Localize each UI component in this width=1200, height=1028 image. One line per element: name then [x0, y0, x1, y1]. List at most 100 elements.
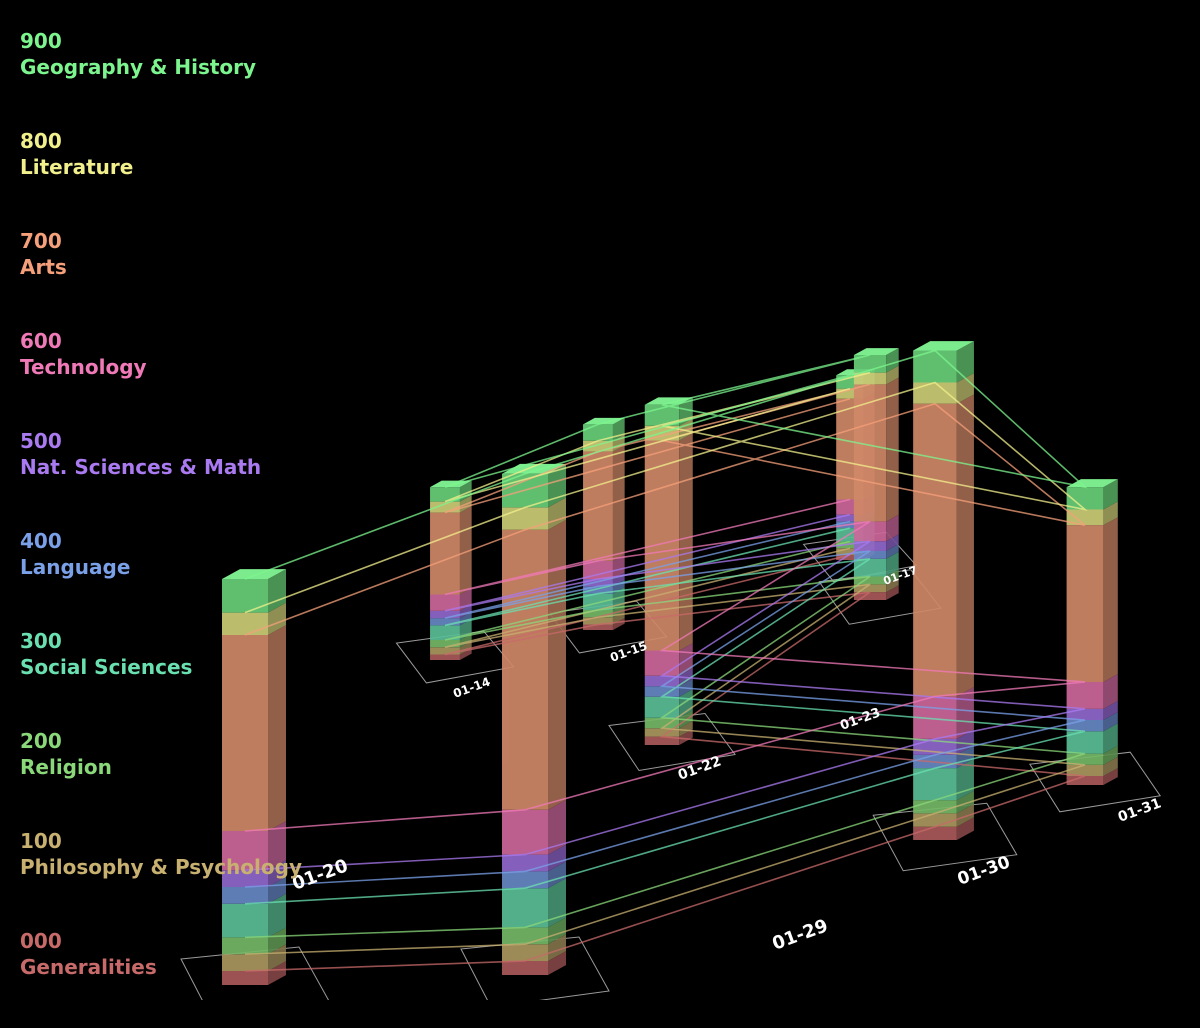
legend-code: 600 — [20, 329, 62, 353]
bar-segment — [502, 854, 548, 872]
bar-segment-side — [268, 944, 286, 971]
bar-segment-side — [548, 799, 566, 855]
tick-label: 01-15 — [608, 639, 649, 665]
legend-name: Religion — [20, 755, 112, 779]
bar-segment — [1066, 681, 1104, 709]
bar-segment — [430, 610, 460, 619]
column-01-29 — [502, 463, 566, 975]
legend-name: Generalities — [20, 955, 157, 979]
column-01-31 — [1066, 479, 1118, 785]
bar-segment-side — [886, 577, 899, 593]
series-line — [244, 513, 1086, 871]
bar-segment — [1066, 525, 1104, 682]
bar-segment-side — [268, 821, 286, 871]
bar-segment — [502, 944, 548, 961]
bar-segment-side — [886, 544, 899, 559]
legend-item-200: 200 Religion — [20, 728, 300, 828]
bar-segment — [502, 888, 548, 928]
bar-segment-side — [886, 514, 899, 542]
bar-segment-side — [1103, 479, 1118, 510]
tick-label: 01-30 — [955, 852, 1013, 889]
legend-code: 700 — [20, 229, 62, 253]
bar-segment-side — [612, 445, 625, 561]
legend-item-500: 500 Nat. Sciences & Math — [20, 428, 300, 528]
bar-segment-side — [548, 951, 566, 975]
bar-segment — [853, 372, 887, 385]
legend-item-300: 300 Social Sciences — [20, 628, 300, 728]
bar-segment-side — [268, 927, 286, 955]
chart-3d: 01-2001-2901-3001-3101-2201-2301-1501-14… — [180, 341, 1164, 1000]
bar-segment — [853, 541, 887, 551]
bar-segment — [583, 593, 613, 610]
legend-code: 100 — [20, 829, 62, 853]
legend-name: Arts — [20, 255, 67, 279]
bar-segment-side — [1103, 501, 1118, 526]
bar-segment-side — [548, 519, 566, 810]
bar-segment — [222, 903, 268, 938]
legend-code: 400 — [20, 529, 62, 553]
legend-code: 000 — [20, 929, 62, 953]
tick-label: 01-29 — [770, 915, 831, 954]
bar-segment — [853, 384, 887, 522]
legend-name: Social Sciences — [20, 655, 193, 679]
bar-segment — [644, 686, 680, 697]
bar-top — [222, 569, 286, 579]
tick-label: 01-31 — [1116, 795, 1164, 825]
series-line — [244, 540, 1086, 939]
bar-segment-side — [548, 878, 566, 928]
bar-segment-side — [548, 917, 566, 945]
bar-segment — [644, 440, 680, 651]
bar-segment — [913, 350, 957, 383]
bar-segment-side — [679, 720, 693, 737]
bar-segment — [583, 560, 613, 580]
bar-segment — [644, 696, 680, 718]
bar-segment — [502, 927, 548, 945]
legend-code: 200 — [20, 729, 62, 753]
bar-segment — [222, 831, 268, 871]
legend-name: Literature — [20, 155, 134, 179]
bar-segment — [853, 521, 887, 542]
bar-segment — [1066, 708, 1104, 721]
bar-segment — [430, 618, 460, 626]
bar-segment — [430, 625, 460, 640]
bar-segment — [222, 954, 268, 971]
bar-top — [853, 348, 899, 355]
bar-segment — [502, 961, 548, 975]
bar-segment — [913, 768, 957, 801]
bar-segment-side — [268, 625, 286, 831]
bar-segment — [222, 579, 268, 613]
bar-segment-side — [1103, 700, 1118, 721]
bar-segment-side — [268, 877, 286, 904]
tick-label: 01-22 — [676, 753, 724, 783]
series-line — [244, 547, 1086, 955]
bar-top — [913, 341, 974, 351]
series-line — [244, 349, 1088, 580]
bar-segment-side — [956, 803, 974, 827]
legend-code: 900 — [20, 29, 62, 53]
bar-segment — [222, 971, 268, 985]
legend-name: Language — [20, 555, 131, 579]
bar-segment-side — [268, 961, 286, 985]
bar-segment-side — [1103, 517, 1118, 682]
legend-item-900: 900 Geography & History — [20, 28, 300, 128]
bar-segment — [222, 870, 268, 887]
legend-item-400: 400 Language — [20, 528, 300, 628]
bar-segment-side — [956, 817, 974, 840]
bar-segment — [1066, 731, 1104, 754]
tick-label: 01-23 — [838, 705, 882, 733]
bar-segment — [222, 887, 268, 904]
legend-item-700: 700 Arts — [20, 228, 300, 328]
bar-segment-side — [886, 585, 899, 600]
tick-label: 01-14 — [451, 675, 492, 701]
legend-item-600: 600 Technology — [20, 328, 300, 428]
bar-segment-side — [956, 373, 974, 404]
bar-segment — [583, 424, 613, 441]
bar-segment-side — [679, 729, 693, 745]
bar-segment-side — [548, 861, 566, 889]
legend-name: Nat. Sciences & Math — [20, 455, 262, 479]
column-01-23 — [853, 348, 899, 600]
bar-segment — [502, 871, 548, 889]
bar-segment-side — [548, 844, 566, 872]
bar-segment-side — [268, 860, 286, 887]
bar-segment — [430, 647, 460, 655]
